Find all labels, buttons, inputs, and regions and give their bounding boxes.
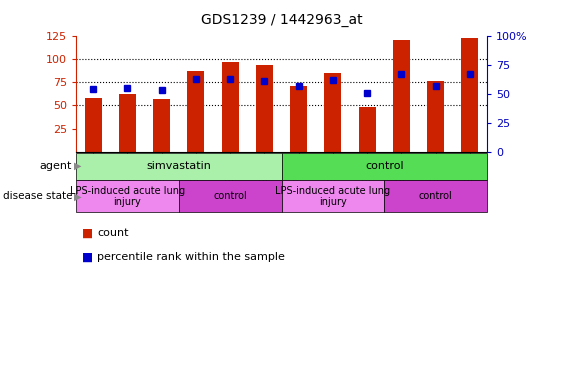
Text: percentile rank within the sample: percentile rank within the sample: [97, 252, 285, 262]
Bar: [119, 94, 136, 152]
Text: LPS-induced acute lung
injury: LPS-induced acute lung injury: [275, 186, 390, 207]
Text: GDS1239 / 1442963_at: GDS1239 / 1442963_at: [200, 13, 363, 27]
Text: ■: ■: [82, 226, 93, 239]
Text: ▶: ▶: [74, 161, 82, 171]
Bar: [359, 107, 376, 152]
Bar: [84, 98, 102, 152]
Bar: [324, 73, 341, 152]
Bar: [393, 40, 410, 152]
Text: ■: ■: [82, 251, 93, 264]
Bar: [427, 81, 444, 152]
Bar: [153, 99, 170, 152]
Bar: [187, 71, 204, 152]
Bar: [290, 86, 307, 152]
Text: ▶: ▶: [74, 191, 82, 201]
Text: agent: agent: [39, 161, 72, 171]
Text: control: control: [213, 191, 247, 201]
Text: LPS-induced acute lung
injury: LPS-induced acute lung injury: [70, 186, 185, 207]
Text: simvastatin: simvastatin: [146, 161, 211, 171]
Bar: [222, 62, 239, 152]
Text: control: control: [365, 161, 404, 171]
Text: disease state: disease state: [3, 191, 72, 201]
Bar: [256, 65, 273, 152]
Text: control: control: [419, 191, 453, 201]
Text: count: count: [97, 228, 129, 238]
Bar: [461, 38, 479, 152]
